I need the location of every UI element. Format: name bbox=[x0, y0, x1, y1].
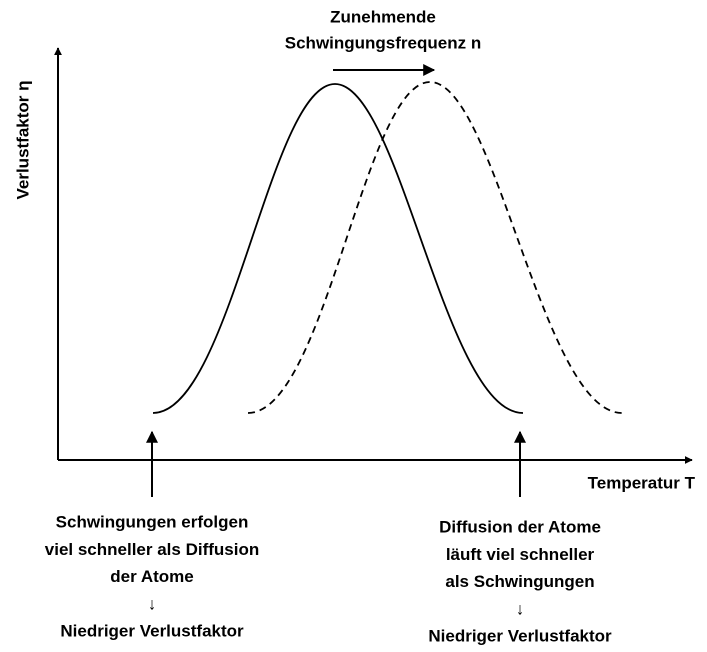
note-line: Niedriger Verlustfaktor bbox=[60, 622, 244, 641]
arrow-label: Zunehmende bbox=[330, 7, 436, 26]
note-line: Diffusion der Atome bbox=[439, 517, 601, 536]
solid-curve bbox=[152, 83, 524, 414]
note-line: viel schneller als Diffusion bbox=[45, 540, 259, 559]
arrow-label: Schwingungsfrequenz n bbox=[285, 33, 481, 52]
note-line: läuft viel schneller bbox=[446, 545, 595, 564]
dashed-curve bbox=[247, 81, 623, 414]
note-line: Niedriger Verlustfaktor bbox=[428, 627, 612, 646]
y-axis-label: Verlustfaktor η bbox=[13, 80, 32, 199]
x-axis-label: Temperatur T bbox=[588, 473, 696, 492]
note-line: der Atome bbox=[110, 567, 193, 586]
right-note: Diffusion der Atome läuft viel schneller a… bbox=[428, 517, 612, 645]
note-line: als Schwingungen bbox=[445, 572, 594, 591]
note-line: ↓ bbox=[148, 594, 157, 613]
note-line: Schwingungen erfolgen bbox=[56, 512, 249, 531]
left-note: Schwingungen erfolgen viel schneller als … bbox=[45, 512, 259, 640]
note-line: ↓ bbox=[516, 599, 525, 618]
